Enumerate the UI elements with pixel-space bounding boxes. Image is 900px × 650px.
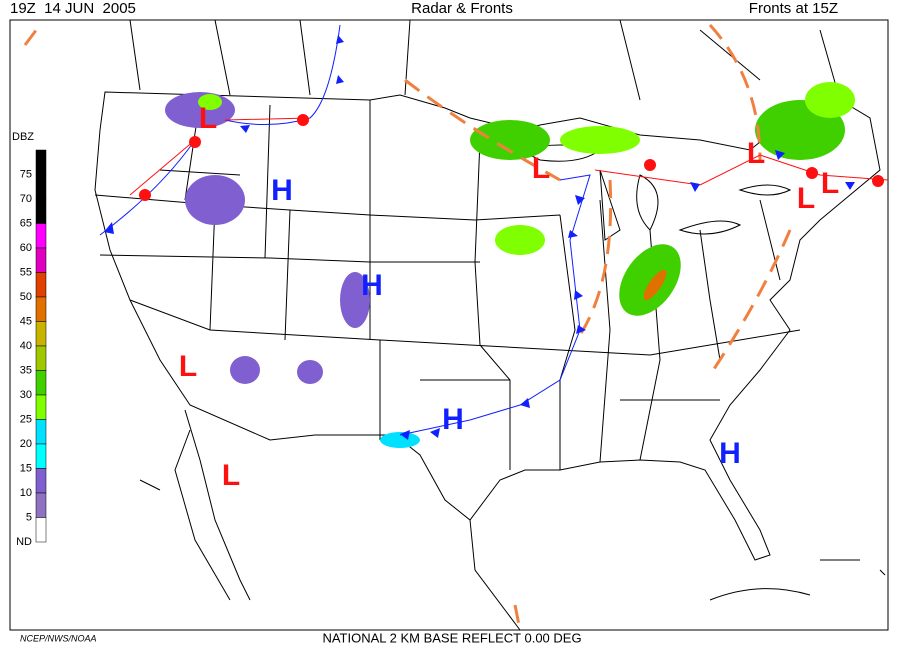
legend-label: 65: [20, 217, 32, 229]
mexico-coast: [139, 409, 521, 631]
radar-echo: [340, 272, 370, 328]
radar-echo: [495, 225, 545, 255]
radar-echo: [380, 432, 420, 448]
pressure-center: L: [747, 137, 765, 170]
radar-echo: [560, 126, 640, 154]
footer-product: NATIONAL 2 KM BASE REFLECT 0.00 DEG: [322, 630, 581, 645]
legend-label: 55: [20, 266, 32, 278]
legend-label: 45: [20, 315, 32, 327]
cold-front: [99, 24, 341, 236]
legend-label: 15: [20, 462, 32, 474]
warm-front: [129, 117, 889, 196]
radar-echoes: [165, 82, 855, 448]
legend-label: 40: [20, 340, 32, 352]
pressure-center: H: [271, 174, 293, 207]
legend-label: 35: [20, 364, 32, 376]
radar-echo: [643, 269, 667, 301]
legend-label: 10: [20, 487, 32, 499]
trough-line: [23, 23, 792, 631]
legend-label: 60: [20, 242, 32, 254]
state-lines: [94, 99, 801, 470]
legend-swatch: [35, 419, 47, 445]
legend: DBZ 75 70 65 60 55 50 45 40 35 30 25 20 15 10 5 ND: [12, 131, 47, 548]
legend-swatch: [35, 296, 47, 322]
legend-label: 70: [20, 193, 32, 205]
pressure-center: L: [797, 182, 815, 215]
pressure-center: H: [719, 437, 741, 470]
us-outline: [94, 91, 881, 561]
radar-echo: [470, 120, 550, 160]
pressure-center: L: [821, 167, 839, 200]
legend-swatch: [35, 492, 47, 518]
legend-swatch: [35, 174, 47, 200]
legend-label: 5: [26, 511, 32, 523]
radar-echo: [198, 94, 222, 110]
radar-echo: [619, 244, 681, 316]
legend-swatch: [35, 223, 47, 249]
canada-lines: [129, 19, 841, 101]
footer-credit: NCEP/NWS/NOAA: [20, 633, 97, 643]
header-right: Fronts at 15Z: [749, 0, 838, 17]
pressure-center: H: [361, 269, 383, 302]
pressure-center: H: [442, 403, 464, 436]
header-center: Radar & Fronts: [411, 0, 513, 17]
legend-swatch: [35, 149, 47, 175]
legend-label: 50: [20, 291, 32, 303]
pressure-center: L: [199, 102, 217, 135]
legend-swatch: [35, 198, 47, 224]
legend-label: 20: [20, 438, 32, 450]
radar-echo: [185, 175, 245, 225]
front-symbols: [139, 114, 884, 201]
caribbean: [709, 559, 886, 601]
legend-title: DBZ: [12, 131, 34, 143]
legend-label: 30: [20, 389, 32, 401]
pressure-center: L: [222, 459, 240, 492]
radar-echo: [230, 356, 260, 384]
legend-swatch: [35, 468, 47, 494]
legend-swatch: [35, 394, 47, 420]
radar-echo: [297, 360, 323, 384]
pressure-center: L: [532, 152, 550, 185]
legend-swatch: [35, 370, 47, 396]
header-left: 19Z 14 JUN 2005: [10, 0, 136, 17]
legend-swatch: [35, 345, 47, 371]
cold-front: [399, 174, 591, 436]
fronts: [23, 23, 889, 631]
legend-swatch: [35, 321, 47, 347]
legend-label: ND: [16, 536, 32, 548]
legend-swatch: [35, 247, 47, 273]
pressure-center: L: [179, 350, 197, 383]
legend-swatch: [35, 443, 47, 469]
legend-swatch: [35, 272, 47, 298]
legend-label: 75: [20, 168, 32, 180]
legend-swatch: [35, 517, 47, 543]
map-outlines: [94, 19, 886, 631]
map-frame: [9, 19, 889, 631]
legend-label: 25: [20, 413, 32, 425]
radar-echo: [805, 82, 855, 118]
